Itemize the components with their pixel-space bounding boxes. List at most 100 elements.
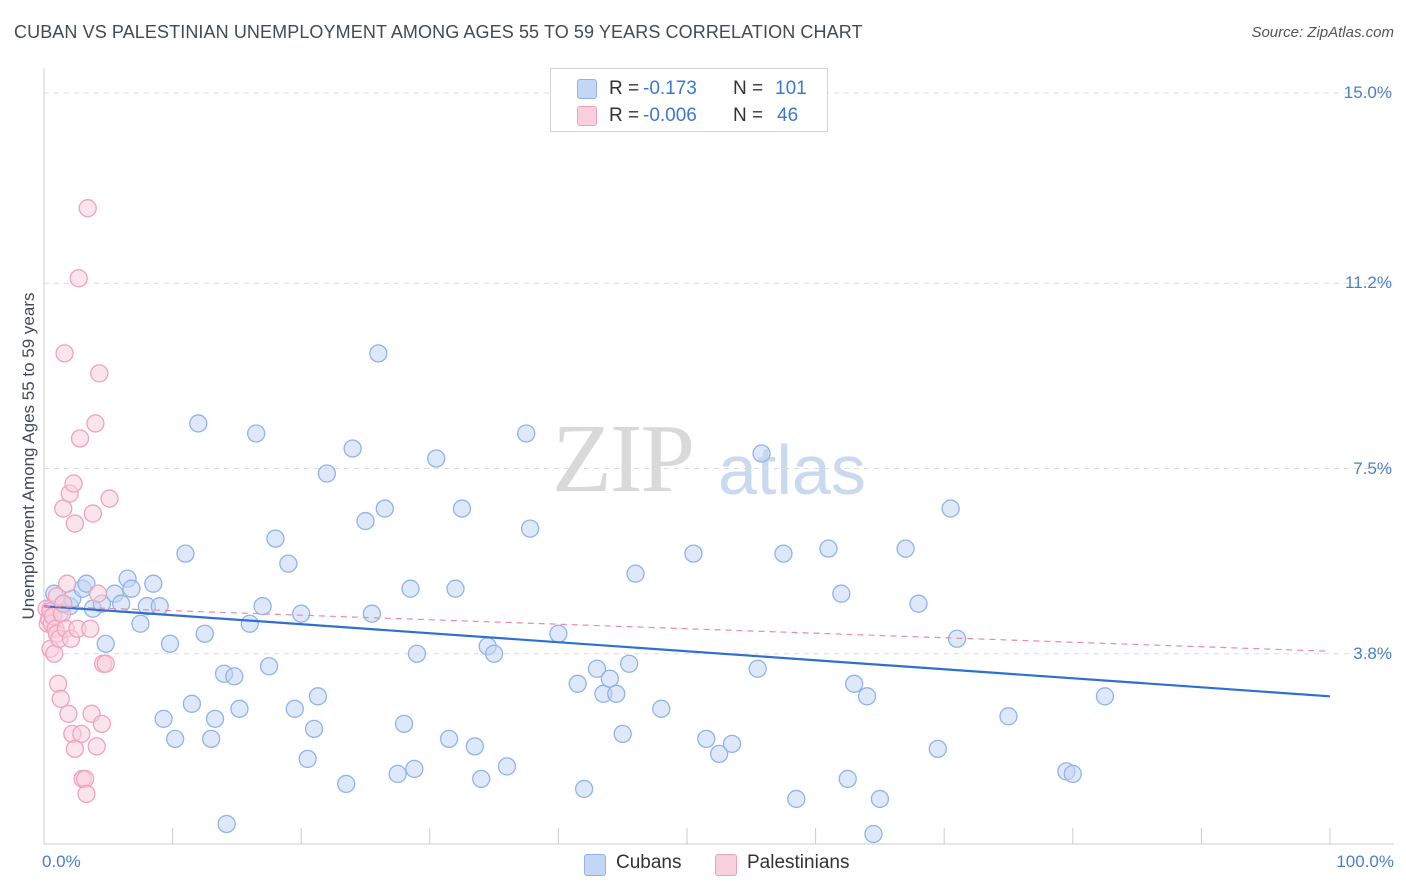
legend-row-cubans: R = -0.173 N = 101 (551, 75, 827, 101)
cubans-point-54 (407, 644, 427, 663)
palestinians-point-41 (90, 364, 109, 383)
palestinians-point-45 (100, 489, 119, 508)
correlation-legend: R = -0.173 N = 101 R = -0.006 N = 46 (550, 68, 828, 132)
palestinians-point-16 (54, 594, 73, 613)
cubans-point-93 (928, 739, 947, 759)
cubans-point-59 (465, 737, 484, 756)
watermark-zip: ZIP (552, 405, 695, 513)
cubans-point-14 (122, 579, 141, 598)
cubans-point-63 (497, 757, 517, 776)
palestinians-point-39 (87, 737, 106, 756)
cubans-point-7 (77, 574, 96, 593)
cubans-point-99 (1095, 687, 1115, 706)
y-tick-label-3: 15.0% (1343, 83, 1392, 103)
cubans-point-50 (388, 764, 407, 784)
source-label: Source: ZipAtlas.com (1251, 24, 1394, 41)
palestinians-point-13 (51, 689, 70, 708)
cubans-point-90 (870, 789, 890, 809)
cubans-point-48 (369, 344, 388, 363)
palestinians-swatch (577, 106, 597, 126)
cubans-point-22 (176, 544, 195, 563)
cubans-point-60 (472, 769, 491, 789)
cubans-point-40 (298, 749, 317, 769)
palestinians-point-24 (64, 474, 83, 493)
cubans-point-55 (427, 449, 446, 468)
y-tick-label-1: 7.5% (1353, 458, 1392, 478)
cubans-point-71 (600, 669, 619, 688)
palestinians-point-11 (48, 674, 68, 693)
palestinians-point-20 (59, 704, 78, 723)
cubans-point-64 (517, 424, 536, 443)
cubans-point-75 (652, 699, 671, 718)
cubans-point-29 (217, 814, 236, 834)
cubans-legend-label: Cubans (616, 852, 682, 873)
cubans-point-36 (266, 529, 285, 548)
cubans-point-45 (343, 439, 362, 458)
cubans-point-26 (202, 729, 221, 749)
cubans-point-79 (722, 734, 742, 754)
cubans-point-31 (230, 699, 249, 718)
cubans-point-68 (574, 779, 594, 799)
cubans-point-35 (259, 657, 279, 676)
cubans-point-100 (619, 654, 639, 673)
cubans-point-23 (182, 694, 202, 713)
cubans-point-24 (189, 414, 208, 433)
cubans-point-25 (195, 624, 214, 643)
palestinians-point-26 (65, 514, 85, 533)
cubans-point-51 (394, 714, 414, 733)
palestinians-point-30 (72, 724, 91, 744)
cubans-point-42 (308, 687, 328, 706)
cubans-point-96 (999, 707, 1018, 726)
cubans-point-74 (626, 564, 645, 583)
cubans-point-80 (748, 659, 767, 678)
cubans-point-57 (446, 579, 465, 598)
cubans-point-49 (375, 499, 394, 518)
cubans-point-46 (356, 511, 375, 531)
cubans-point-21 (166, 729, 185, 749)
cubans-trend-line (43, 605, 1331, 698)
legend-n-label: N = (733, 78, 764, 99)
cubans-point-78 (710, 744, 729, 764)
legend-r-label: R = (609, 78, 640, 99)
cubans-n-value: 101 (775, 78, 807, 99)
palestinians-legend-label: Palestinians (747, 852, 850, 873)
cubans-r-value: -0.173 (643, 78, 697, 99)
palestinians-point-42 (92, 714, 112, 733)
cubans-point-76 (684, 544, 703, 563)
palestinians-legend-swatch (715, 854, 737, 876)
cubans-point-86 (838, 769, 857, 789)
cubans-point-39 (292, 604, 311, 623)
palestinians-point-35 (81, 619, 100, 638)
cubans-point-18 (150, 597, 169, 616)
palestinians-trend-line (43, 605, 1331, 652)
palestinians-n-value: 46 (777, 105, 799, 126)
cubans-point-85 (832, 584, 851, 603)
watermark-atlas: atlas (718, 431, 866, 509)
cubans-point-44 (337, 774, 356, 794)
palestinians-point-28 (69, 269, 88, 288)
cubans-point-66 (549, 624, 568, 643)
y-tick-label-0: 3.8% (1353, 643, 1392, 663)
cubans-point-58 (452, 499, 472, 518)
cubans-point-53 (405, 759, 424, 779)
cubans-point-19 (154, 709, 173, 728)
palestinians-point-29 (70, 429, 90, 448)
legend-row-palestinians: R = -0.006 N = 46 (551, 102, 827, 128)
cubans-point-38 (285, 699, 304, 718)
legend-r-label: R = (609, 105, 640, 126)
cubans-point-30 (225, 667, 244, 686)
cubans-point-34 (253, 597, 272, 616)
palestinians-point-19 (57, 574, 77, 593)
cubans-point-32 (240, 614, 259, 633)
cubans-point-20 (160, 634, 180, 653)
palestinians-point-38 (86, 414, 105, 433)
x-tick-min: 0.0% (42, 852, 81, 871)
y-tick-label-2: 11.2% (1345, 273, 1392, 293)
palestinians-point-40 (88, 584, 108, 603)
cubans-point-62 (484, 644, 504, 663)
legend-n-label: N = (733, 105, 764, 126)
cubans-point-88 (857, 687, 877, 706)
cubans-point-94 (941, 499, 960, 518)
cubans-point-84 (819, 539, 838, 558)
